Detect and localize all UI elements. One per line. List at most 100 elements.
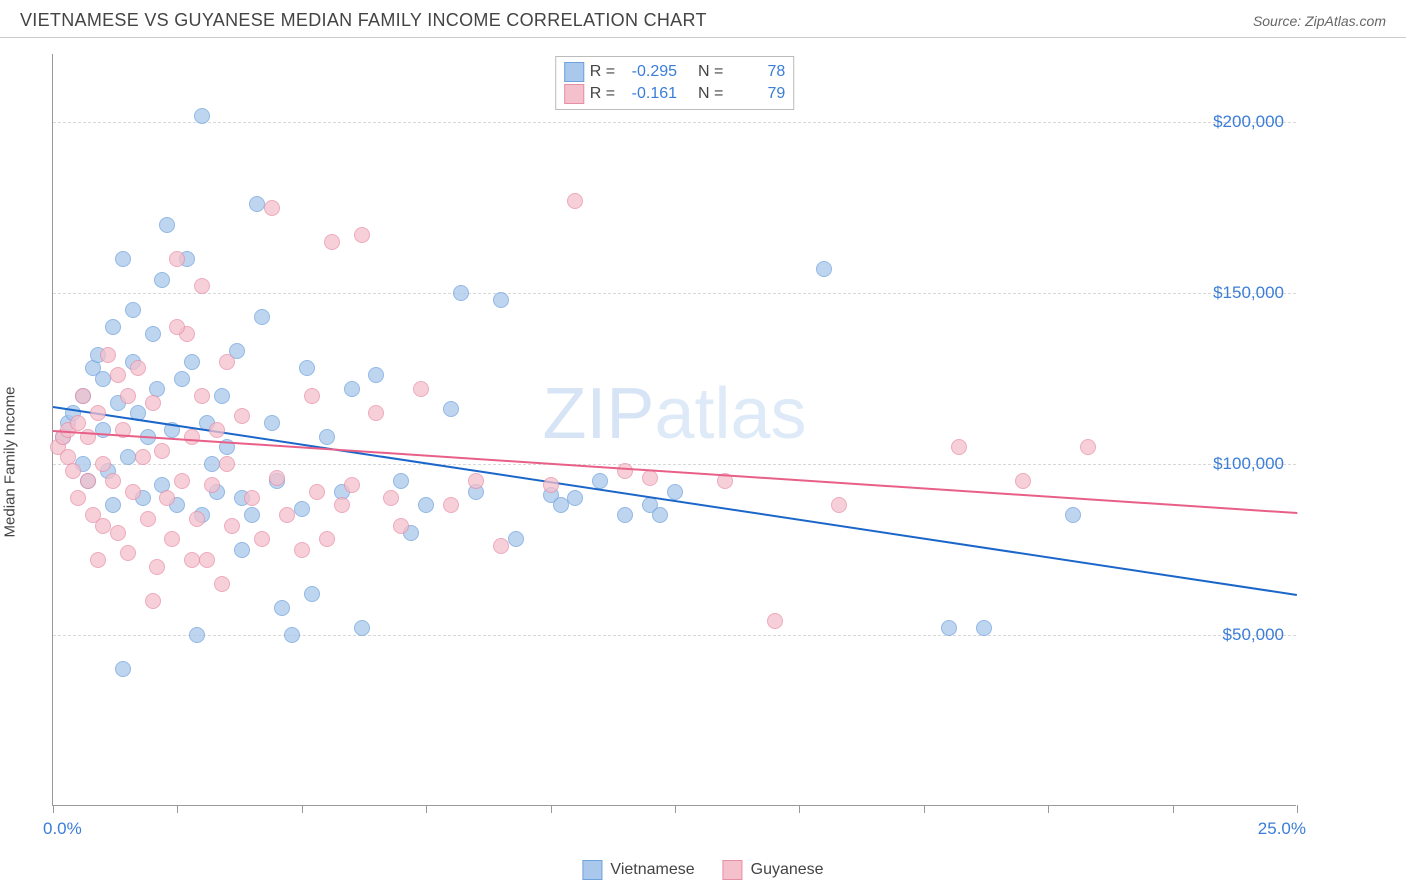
data-point xyxy=(642,470,658,486)
data-point xyxy=(264,415,280,431)
data-point xyxy=(80,473,96,489)
data-point xyxy=(194,108,210,124)
data-point xyxy=(254,309,270,325)
x-axis-start: 0.0% xyxy=(43,819,82,839)
data-point xyxy=(976,620,992,636)
data-point xyxy=(95,518,111,534)
watermark-bold: ZIP xyxy=(542,374,654,454)
data-point xyxy=(145,326,161,342)
stat-row: R =-0.295 N =78 xyxy=(564,61,786,83)
legend: Vietnamese Guyanese xyxy=(582,860,823,880)
data-point xyxy=(567,193,583,209)
data-point xyxy=(304,388,320,404)
data-point xyxy=(354,620,370,636)
legend-item: Guyanese xyxy=(723,860,824,880)
data-point xyxy=(184,354,200,370)
data-point xyxy=(1065,507,1081,523)
data-point xyxy=(264,200,280,216)
data-point xyxy=(204,477,220,493)
data-point xyxy=(567,490,583,506)
data-point xyxy=(194,388,210,404)
data-point xyxy=(169,251,185,267)
y-tick-label: $200,000 xyxy=(1213,112,1284,132)
data-point xyxy=(393,473,409,489)
data-point xyxy=(941,620,957,636)
data-point xyxy=(130,360,146,376)
data-point xyxy=(169,319,185,335)
data-point xyxy=(1015,473,1031,489)
data-point xyxy=(120,449,136,465)
data-point xyxy=(324,234,340,250)
data-point xyxy=(493,538,509,554)
data-point xyxy=(299,360,315,376)
source-label: Source: ZipAtlas.com xyxy=(1253,13,1386,29)
data-point xyxy=(443,401,459,417)
data-point xyxy=(279,507,295,523)
data-point xyxy=(184,429,200,445)
legend-swatch xyxy=(723,860,743,880)
data-point xyxy=(95,456,111,472)
r-label: R = xyxy=(590,85,615,103)
data-point xyxy=(149,559,165,575)
legend-swatch xyxy=(582,860,602,880)
data-point xyxy=(617,507,633,523)
data-point xyxy=(125,484,141,500)
series-swatch xyxy=(564,84,584,104)
data-point xyxy=(816,261,832,277)
data-point xyxy=(319,531,335,547)
series-swatch xyxy=(564,62,584,82)
data-point xyxy=(1080,439,1096,455)
data-point xyxy=(508,531,524,547)
n-label: N = xyxy=(698,63,723,81)
r-value: -0.161 xyxy=(621,85,677,103)
x-tick xyxy=(1173,805,1174,813)
data-point xyxy=(368,405,384,421)
y-axis-label: Median Family Income xyxy=(2,387,19,538)
plot-area: ZIPatlas R =-0.295 N =78R =-0.161 N =79 … xyxy=(52,54,1296,806)
gridline xyxy=(53,122,1296,123)
data-point xyxy=(159,490,175,506)
data-point xyxy=(269,470,285,486)
data-point xyxy=(174,473,190,489)
data-point xyxy=(154,443,170,459)
n-value: 78 xyxy=(729,63,785,81)
data-point xyxy=(90,405,106,421)
data-point xyxy=(951,439,967,455)
data-point xyxy=(304,586,320,602)
data-point xyxy=(443,497,459,513)
data-point xyxy=(105,497,121,513)
data-point xyxy=(184,552,200,568)
correlation-stats-box: R =-0.295 N =78R =-0.161 N =79 xyxy=(555,56,795,110)
gridline xyxy=(53,464,1296,465)
data-point xyxy=(219,456,235,472)
data-point xyxy=(90,552,106,568)
x-tick xyxy=(799,805,800,813)
data-point xyxy=(309,484,325,500)
data-point xyxy=(831,497,847,513)
legend-item: Vietnamese xyxy=(582,860,694,880)
chart-header: VIETNAMESE VS GUYANESE MEDIAN FAMILY INC… xyxy=(0,0,1406,38)
data-point xyxy=(189,627,205,643)
data-point xyxy=(294,542,310,558)
data-point xyxy=(334,497,350,513)
data-point xyxy=(667,484,683,500)
chart-title: VIETNAMESE VS GUYANESE MEDIAN FAMILY INC… xyxy=(20,10,707,31)
data-point xyxy=(164,531,180,547)
data-point xyxy=(244,507,260,523)
data-point xyxy=(344,381,360,397)
data-point xyxy=(70,490,86,506)
watermark-light: atlas xyxy=(654,374,806,454)
data-point xyxy=(75,388,91,404)
data-point xyxy=(493,292,509,308)
x-axis-end: 25.0% xyxy=(1258,819,1306,839)
legend-label: Vietnamese xyxy=(610,861,694,879)
x-tick xyxy=(426,805,427,813)
data-point xyxy=(209,422,225,438)
x-tick xyxy=(924,805,925,813)
legend-label: Guyanese xyxy=(751,861,824,879)
data-point xyxy=(194,278,210,294)
data-point xyxy=(453,285,469,301)
x-tick xyxy=(1297,805,1298,813)
y-tick-label: $50,000 xyxy=(1223,625,1284,645)
r-value: -0.295 xyxy=(621,63,677,81)
